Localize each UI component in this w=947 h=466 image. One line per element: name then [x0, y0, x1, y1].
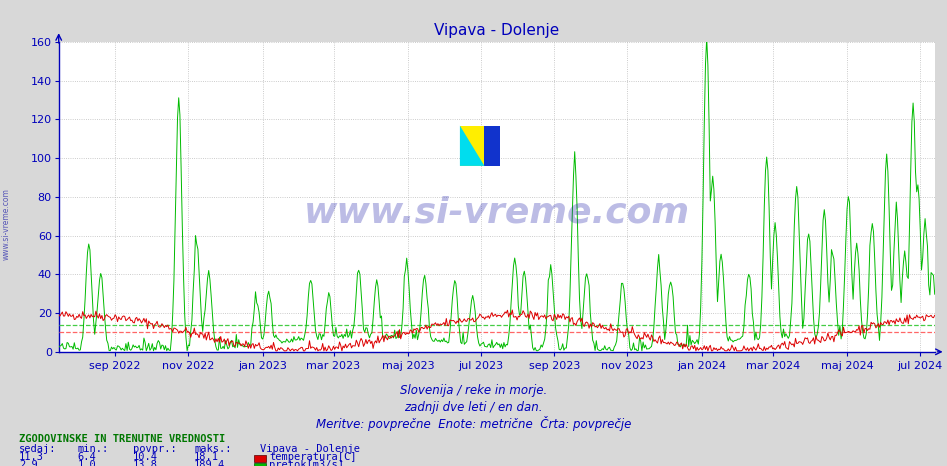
- Title: Vipava - Dolenje: Vipava - Dolenje: [434, 23, 560, 38]
- Text: 18.1: 18.1: [194, 452, 219, 462]
- Text: Meritve: povprečne  Enote: metrične  Črta: povprečje: Meritve: povprečne Enote: metrične Črta:…: [315, 416, 632, 431]
- Text: 189.4: 189.4: [194, 460, 225, 466]
- Text: 11.3: 11.3: [19, 452, 44, 462]
- Text: 2.9: 2.9: [19, 460, 38, 466]
- Text: sedaj:: sedaj:: [19, 444, 57, 454]
- Text: 13.8: 13.8: [133, 460, 157, 466]
- Text: www.si-vreme.com: www.si-vreme.com: [304, 195, 689, 229]
- Text: 1.0: 1.0: [78, 460, 97, 466]
- Text: Slovenija / reke in morje.: Slovenija / reke in morje.: [400, 384, 547, 397]
- Bar: [485, 126, 500, 166]
- Text: zadnji dve leti / en dan.: zadnji dve leti / en dan.: [404, 401, 543, 414]
- Text: 6.4: 6.4: [78, 452, 97, 462]
- Text: Vipava - Dolenje: Vipava - Dolenje: [260, 444, 361, 454]
- Text: povpr.:: povpr.:: [133, 444, 176, 454]
- Bar: [460, 126, 485, 166]
- Text: www.si-vreme.com: www.si-vreme.com: [2, 188, 11, 260]
- Polygon shape: [460, 126, 485, 166]
- Text: pretok[m3/s]: pretok[m3/s]: [269, 460, 344, 466]
- Text: 10.4: 10.4: [133, 452, 157, 462]
- Text: maks.:: maks.:: [194, 444, 232, 454]
- Text: min.:: min.:: [78, 444, 109, 454]
- Text: ZGODOVINSKE IN TRENUTNE VREDNOSTI: ZGODOVINSKE IN TRENUTNE VREDNOSTI: [19, 434, 225, 444]
- Text: temperatura[C]: temperatura[C]: [269, 452, 356, 462]
